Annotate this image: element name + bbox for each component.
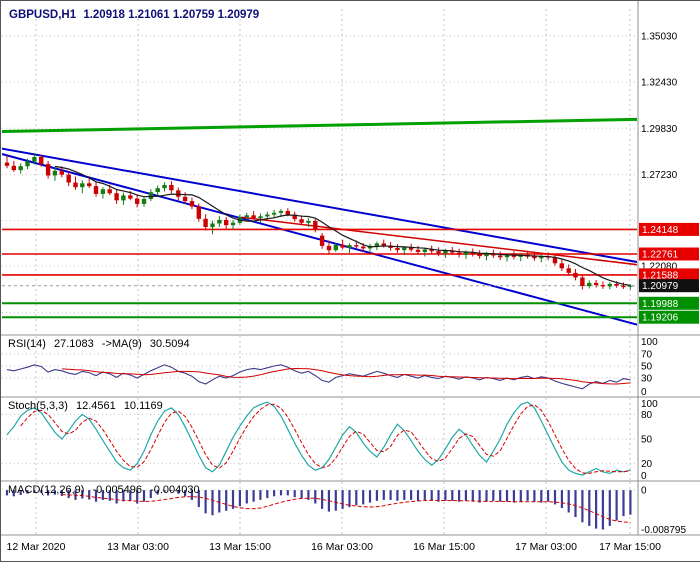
time-axis-label: 16 Mar 15:00 xyxy=(413,541,475,553)
price-badge-label: 1.21588 xyxy=(642,270,679,281)
rsi-ma-line xyxy=(61,367,631,385)
rsi-scale-label: 0 xyxy=(641,387,647,398)
rsi-scale-label: 30 xyxy=(641,374,653,385)
rsi-indicator-label: RSI(14) 27.1083 ->MA(9) 30.5094 xyxy=(8,338,195,350)
rsi-ma-value: 30.5094 xyxy=(149,338,190,350)
price-level-badge xyxy=(639,279,699,293)
price-badge-label: 1.22761 xyxy=(642,250,679,261)
rsi-scale-label: 70 xyxy=(641,350,653,361)
stoch-scale-label: 0 xyxy=(641,471,647,482)
time-axis-label: 13 Mar 03:00 xyxy=(107,541,169,553)
macd-histogram xyxy=(5,490,632,530)
rsi-value: 27.1083 xyxy=(53,338,94,350)
price-axis-label: 1.27230 xyxy=(641,170,678,181)
price-axis-label: 1.22080 xyxy=(641,262,678,273)
time-axis-label: 13 Mar 15:00 xyxy=(209,541,271,553)
price-badge-label: 1.20979 xyxy=(642,281,679,292)
price-level-badge xyxy=(639,268,699,282)
price-badge-label: 1.19206 xyxy=(642,313,679,324)
price-axis-label: 1.35030 xyxy=(641,31,678,42)
stoch-scale-label: 100 xyxy=(641,399,658,410)
macd-scale-label: 0 xyxy=(641,486,647,497)
rsi-ma-name: ->MA(9) xyxy=(101,338,142,350)
macd-value: -0.005496 xyxy=(92,484,143,496)
rsi-name: RSI(14) xyxy=(8,338,46,350)
time-axis-label: 17 Mar 03:00 xyxy=(515,541,577,553)
price-axis-label: 1.32430 xyxy=(641,78,678,89)
price-badge-label: 1.24148 xyxy=(642,225,679,236)
price-pane xyxy=(2,117,637,326)
price-level-badge xyxy=(639,222,699,236)
macd-signal-value: -0.004030 xyxy=(150,484,200,496)
time-axis-label: 12 Mar 2020 xyxy=(6,541,66,553)
macd-indicator-label: MACD(12,26,9) -0.005496 -0.004030 xyxy=(8,484,205,496)
stoch-name: Stoch(5,3,3) xyxy=(8,400,68,412)
rsi-scale-label: 50 xyxy=(641,362,653,373)
time-axis-label: 17 Mar 15:00 xyxy=(599,541,661,553)
stoch-scale-label: 50 xyxy=(641,435,653,446)
price-ma-line xyxy=(54,165,631,286)
time-axis-label: 16 Mar 03:00 xyxy=(311,541,373,553)
price-badge-label: 1.19988 xyxy=(642,299,679,310)
price-level-badge xyxy=(639,296,699,310)
stoch-value: 12.4561 xyxy=(75,400,116,412)
stoch-indicator-label: Stoch(5,3,3) 12.4561 10.1169 xyxy=(8,400,168,412)
ohlc-readout: 1.20918 1.21061 1.20759 1.20979 xyxy=(83,9,260,21)
stoch-scale-label: 80 xyxy=(641,410,653,421)
stoch-scale-label: 20 xyxy=(641,459,653,470)
stoch-signal-value: 10.1169 xyxy=(123,400,163,412)
stoch-main-line xyxy=(6,401,631,476)
candlesticks xyxy=(4,153,633,290)
macd-scale-label: -0.008795 xyxy=(641,525,686,536)
chart-header: GBPUSD,H1 1.20918 1.21061 1.20759 1.2097… xyxy=(9,9,263,21)
symbol-timeframe-label: GBPUSD,H1 xyxy=(9,9,77,21)
rsi-scale-label: 100 xyxy=(641,337,658,348)
macd-signal-line xyxy=(61,494,631,523)
price-level-badge xyxy=(639,247,699,261)
rsi-line xyxy=(6,364,631,390)
macd-name: MACD(12,26,9) xyxy=(8,484,85,496)
price-level-badge xyxy=(639,310,699,324)
price-axis-label: 1.29830 xyxy=(641,124,678,135)
green-resistance-line xyxy=(2,117,637,133)
upper-channel-line xyxy=(2,147,637,264)
